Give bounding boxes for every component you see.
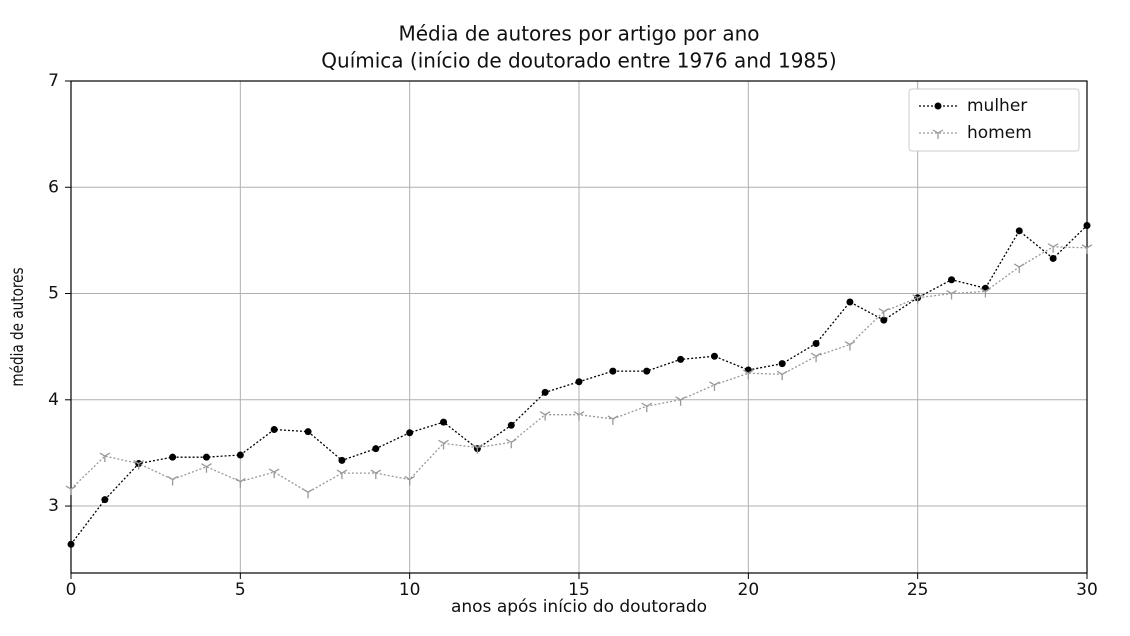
x-tick-label: 20 — [738, 580, 760, 600]
point — [201, 463, 212, 473]
point — [776, 370, 788, 381]
point — [1081, 244, 1093, 254]
point — [643, 367, 651, 375]
point — [846, 298, 854, 306]
point — [336, 469, 348, 480]
point — [234, 478, 246, 488]
x-tick-label: 15 — [568, 580, 590, 600]
point — [370, 469, 382, 480]
point — [472, 444, 483, 454]
point — [677, 355, 685, 363]
chart-title: Média de autores por artigo por ano — [398, 22, 759, 46]
point — [778, 360, 786, 368]
point — [440, 418, 448, 426]
point — [948, 276, 956, 284]
point — [202, 453, 210, 461]
point — [268, 468, 280, 479]
point — [1047, 243, 1059, 253]
x-tick-label: 0 — [66, 580, 77, 600]
point — [133, 459, 145, 470]
point — [169, 453, 177, 461]
point — [880, 316, 888, 324]
point — [980, 287, 991, 298]
point — [573, 411, 585, 421]
point — [404, 475, 416, 486]
y-tick-label: 6 — [48, 177, 59, 197]
point — [912, 294, 924, 304]
point — [812, 339, 820, 347]
point — [675, 396, 686, 406]
point — [302, 488, 314, 499]
point — [167, 475, 178, 486]
legend-marker — [932, 129, 944, 139]
point — [270, 426, 278, 434]
point — [710, 352, 718, 360]
point — [505, 438, 517, 449]
x-tick-label: 30 — [1076, 580, 1098, 600]
point — [1015, 227, 1023, 235]
point — [641, 402, 653, 413]
point — [338, 456, 346, 464]
point — [575, 378, 583, 386]
point — [742, 369, 754, 380]
x-tick-label: 5 — [235, 580, 246, 600]
plot-frame — [70, 80, 1088, 574]
point — [541, 388, 549, 396]
x-axis-label: anos após início do doutorado — [451, 597, 707, 617]
point — [507, 421, 515, 429]
x-tick-label: 10 — [399, 580, 421, 600]
point — [99, 452, 111, 463]
point — [406, 429, 414, 437]
point — [607, 415, 619, 425]
point — [372, 445, 380, 453]
y-tick-label: 5 — [48, 284, 59, 304]
point — [1083, 222, 1091, 230]
legend-label[interactable]: mulher — [967, 96, 1027, 116]
point — [438, 439, 449, 450]
y-tick-label: 4 — [48, 390, 59, 410]
point — [1049, 254, 1057, 262]
point — [539, 411, 551, 421]
y-axis-label: média de autores — [8, 267, 28, 386]
legend-marker — [934, 102, 942, 110]
point — [101, 496, 109, 504]
legend-label[interactable]: homem — [967, 123, 1032, 143]
point — [878, 308, 890, 318]
point — [709, 381, 720, 391]
legend-box — [908, 88, 1080, 152]
x-tick-label: 25 — [907, 580, 929, 600]
point — [236, 451, 244, 459]
chart-subtitle: Química (início de doutorado entre 1976 … — [321, 49, 836, 73]
point — [1013, 263, 1025, 273]
point — [304, 428, 312, 436]
y-tick-label: 3 — [48, 496, 59, 516]
point — [67, 540, 75, 548]
point — [810, 352, 822, 363]
point — [609, 367, 617, 375]
point — [946, 289, 957, 300]
point — [844, 340, 856, 351]
y-tick-label: 7 — [48, 71, 59, 91]
point — [65, 485, 77, 496]
